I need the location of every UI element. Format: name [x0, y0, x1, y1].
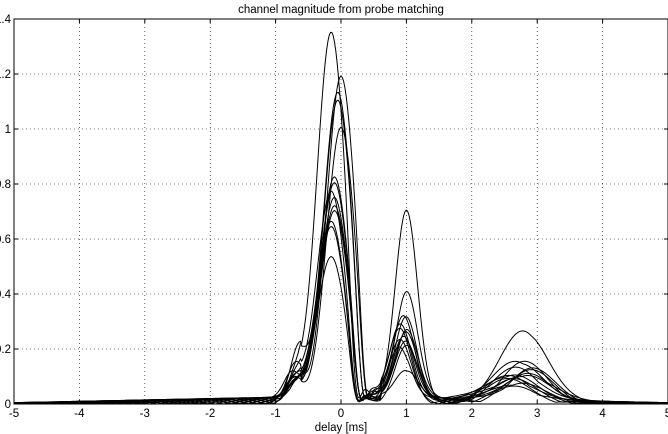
x-tick-label: -2: [205, 408, 215, 420]
x-tick-label: -4: [74, 408, 85, 420]
grid: [14, 19, 668, 404]
x-tick-label: 0: [338, 408, 344, 420]
x-tick-label: -3: [140, 408, 150, 420]
x-tick-label: -5: [9, 408, 19, 420]
x-tick-label: -1: [270, 408, 280, 420]
x-tick-label: 1: [403, 408, 409, 420]
y-tick-label: 1.2: [0, 69, 11, 81]
y-tick-label: 1: [5, 124, 11, 136]
x-tick-label: 3: [534, 408, 540, 420]
axis-ticks: -5 -4 -3 -2 -1 0 1 2 3 4 5 0 0.2 0.4 0.6 0.8 1 1.2 1.4: [0, 14, 668, 420]
series-line: [13, 220, 668, 405]
y-tick-label: 0.4: [0, 289, 12, 301]
series-line: [13, 256, 668, 405]
chart-title: channel magnitude from probe matching: [238, 4, 444, 16]
series-line: [14, 226, 668, 405]
y-tick-label: 0: [5, 399, 11, 411]
series-line: [13, 99, 668, 405]
x-tick-label: 2: [469, 408, 475, 420]
x-axis-label: delay [ms]: [315, 422, 367, 434]
x-tick-label: 5: [665, 408, 668, 420]
y-tick-label: 0.2: [0, 344, 11, 356]
y-tick-label: 0.6: [0, 234, 11, 246]
y-tick-label: 1.4: [0, 14, 12, 26]
x-tick-label: 4: [599, 408, 606, 420]
y-tick-label: 0.8: [0, 179, 11, 191]
series-lines: [13, 31, 668, 405]
